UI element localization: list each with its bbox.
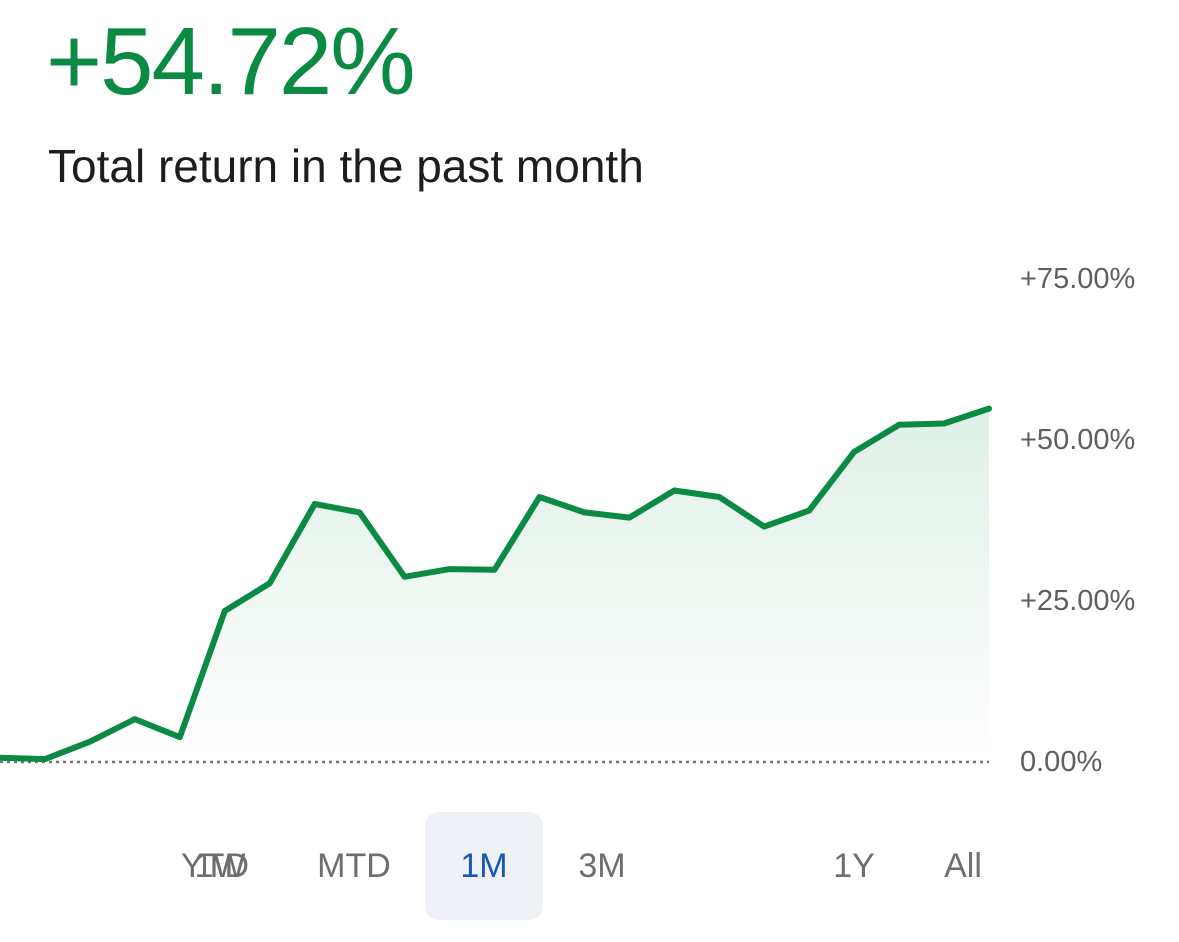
y-tick-label: +50.00% xyxy=(1020,424,1135,456)
return-chart: +75.00% +50.00% +25.00% 0.00% xyxy=(0,263,1135,778)
range-tab-all[interactable]: All xyxy=(944,847,982,885)
range-tab-1w[interactable]: 1W xyxy=(194,847,246,885)
data-point-1 xyxy=(42,756,48,762)
range-tab-1y[interactable]: 1Y xyxy=(833,847,875,885)
data-point-4 xyxy=(177,734,183,740)
data-point-7 xyxy=(312,501,318,507)
data-point-13 xyxy=(581,509,587,515)
data-point-20 xyxy=(896,422,902,428)
total-return-value: +54.72% xyxy=(46,8,416,115)
data-point-18 xyxy=(806,507,812,513)
range-tab-ytd[interactable]: YTD xyxy=(181,847,249,885)
y-tick-label: +25.00% xyxy=(1020,585,1135,617)
data-point-3 xyxy=(132,716,138,722)
range-tab-3m[interactable]: 3M xyxy=(578,847,626,885)
data-point-9 xyxy=(402,574,408,580)
return-area-fill xyxy=(0,408,989,761)
return-line xyxy=(0,405,992,763)
data-point-8 xyxy=(357,509,363,515)
data-point-5 xyxy=(222,608,228,614)
total-return-caption: Total return in the past month xyxy=(48,140,644,192)
time-range-selector: 1W MTD 1M 3M YTD 1Y All xyxy=(170,812,1010,920)
range-tab-1m[interactable]: 1M xyxy=(425,812,543,920)
data-point-10 xyxy=(447,566,453,572)
y-tick-label: +75.00% xyxy=(1020,263,1135,295)
data-point-15 xyxy=(671,488,677,494)
range-tab-mtd[interactable]: MTD xyxy=(317,847,391,885)
data-point-16 xyxy=(716,494,722,500)
data-point-17 xyxy=(761,524,767,530)
y-tick-label: 0.00% xyxy=(1020,746,1102,778)
data-point-14 xyxy=(626,515,632,521)
data-point-19 xyxy=(851,449,857,455)
data-point-21 xyxy=(941,421,947,427)
data-point-6 xyxy=(267,580,273,586)
data-point-2 xyxy=(87,739,93,745)
data-point-22 xyxy=(986,406,992,412)
data-point-12 xyxy=(536,494,542,500)
data-point-11 xyxy=(492,567,498,573)
